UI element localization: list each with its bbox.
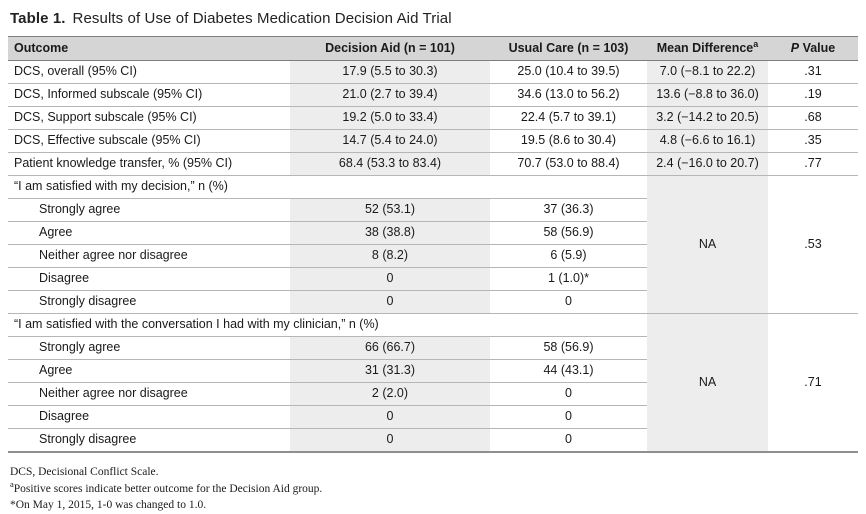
mean-difference-value: 2.4 (−16.0 to 20.7)	[647, 152, 768, 176]
response-label: Disagree	[8, 405, 290, 429]
usual-care-value: 0	[490, 405, 647, 429]
response-label: Neither agree nor disagree	[8, 244, 290, 268]
decision-aid-value: 0	[290, 290, 490, 314]
response-label: Strongly disagree	[8, 428, 290, 453]
table-title: Table 1. Results of Use of Diabetes Medic…	[10, 10, 858, 27]
header-mean-difference: Mean Differencea	[647, 36, 768, 61]
mean-difference-value: 13.6 (−8.8 to 36.0)	[647, 83, 768, 107]
header-row: Outcome Decision Aid (n = 101) Usual Car…	[8, 36, 858, 61]
outcome-label: Patient knowledge transfer, % (95% CI)	[8, 152, 290, 176]
mean-difference-merged-value: NA	[647, 313, 768, 453]
section-label: “I am satisfied with my decision,” n (%)	[8, 175, 647, 199]
response-label: Strongly disagree	[8, 290, 290, 314]
decision-aid-value: 0	[290, 405, 490, 429]
response-label: Agree	[8, 221, 290, 245]
p-value: .35	[768, 129, 858, 153]
response-label: Neither agree nor disagree	[8, 382, 290, 406]
decision-aid-value: 14.7 (5.4 to 24.0)	[290, 129, 490, 153]
table-row: Strongly disagree 0 0	[8, 290, 858, 314]
mean-difference-merged-value: NA	[647, 175, 768, 314]
response-label: Disagree	[8, 267, 290, 291]
usual-care-value: 0	[490, 290, 647, 314]
usual-care-value: 37 (36.3)	[490, 198, 647, 222]
decision-aid-value: 68.4 (53.3 to 83.4)	[290, 152, 490, 176]
decision-aid-value: 0	[290, 428, 490, 453]
section-header-row: “I am satisfied with my decision,” n (%)…	[8, 175, 858, 314]
decision-aid-value: 0	[290, 267, 490, 291]
decision-aid-value: 38 (38.8)	[290, 221, 490, 245]
p-value: .19	[768, 83, 858, 107]
header-outcome: Outcome	[8, 36, 290, 61]
p-value-merged: .53	[768, 175, 858, 314]
decision-aid-value: 31 (31.3)	[290, 359, 490, 383]
decision-aid-value: 52 (53.1)	[290, 198, 490, 222]
table-row: Strongly agree 52 (53.1) 37 (36.3)	[8, 198, 858, 222]
response-label: Strongly agree	[8, 336, 290, 360]
header-p-value: P Value	[768, 36, 858, 61]
table-row: Neither agree nor disagree 2 (2.0) 0	[8, 382, 858, 406]
table-row: Strongly disagree 0 0	[8, 428, 858, 453]
p-value: .77	[768, 152, 858, 176]
footnotes: DCS, Decisional Conflict Scale. aPositiv…	[10, 464, 858, 514]
table-row: DCS, Support subscale (95% CI) 19.2 (5.0…	[8, 106, 858, 130]
outcome-label: DCS, Support subscale (95% CI)	[8, 106, 290, 130]
decision-aid-value: 17.9 (5.5 to 30.3)	[290, 60, 490, 84]
usual-care-value: 34.6 (13.0 to 56.2)	[490, 83, 647, 107]
section-header-row: “I am satisfied with the conversation I …	[8, 313, 858, 453]
usual-care-value: 44 (43.1)	[490, 359, 647, 383]
mean-difference-value: 3.2 (−14.2 to 20.5)	[647, 106, 768, 130]
p-value: .31	[768, 60, 858, 84]
usual-care-value: 25.0 (10.4 to 39.5)	[490, 60, 647, 84]
table-row: DCS, Informed subscale (95% CI) 21.0 (2.…	[8, 83, 858, 107]
results-table: Outcome Decision Aid (n = 101) Usual Car…	[8, 36, 858, 453]
footnote: aPositive scores indicate better outcome…	[10, 478, 323, 495]
usual-care-value: 22.4 (5.7 to 39.1)	[490, 106, 647, 130]
decision-aid-value: 2 (2.0)	[290, 382, 490, 406]
usual-care-value: 19.5 (8.6 to 30.4)	[490, 129, 647, 153]
header-decision-aid: Decision Aid (n = 101)	[290, 36, 490, 61]
table-row: DCS, overall (95% CI) 17.9 (5.5 to 30.3)…	[8, 60, 858, 84]
outcome-label: DCS, overall (95% CI)	[8, 60, 290, 84]
mean-difference-footnote-marker: a	[753, 38, 759, 49]
table-title-text: Results of Use of Diabetes Medication De…	[72, 10, 452, 27]
table-row: Neither agree nor disagree 8 (8.2) 6 (5.…	[8, 244, 858, 268]
table-row: Patient knowledge transfer, % (95% CI) 6…	[8, 152, 858, 176]
table-body: DCS, overall (95% CI) 17.9 (5.5 to 30.3)…	[8, 60, 858, 453]
table-row: Agree 31 (31.3) 44 (43.1)	[8, 359, 858, 383]
table-row: Agree 38 (38.8) 58 (56.9)	[8, 221, 858, 245]
p-value-merged: .71	[768, 313, 858, 453]
mean-difference-value: 7.0 (−8.1 to 22.2)	[647, 60, 768, 84]
usual-care-value: 0	[490, 382, 647, 406]
usual-care-value: 58 (56.9)	[490, 221, 647, 245]
outcome-label: DCS, Informed subscale (95% CI)	[8, 83, 290, 107]
table-header: Outcome Decision Aid (n = 101) Usual Car…	[8, 36, 858, 61]
footnote: DCS, Decisional Conflict Scale.	[10, 466, 159, 478]
decision-aid-value: 21.0 (2.7 to 39.4)	[290, 83, 490, 107]
section-label: “I am satisfied with the conversation I …	[8, 313, 647, 337]
table-row: Strongly agree 66 (66.7) 58 (56.9)	[8, 336, 858, 360]
mean-difference-value: 4.8 (−6.6 to 16.1)	[647, 129, 768, 153]
usual-care-value: 6 (5.9)	[490, 244, 647, 268]
table-number: Table 1.	[10, 10, 66, 27]
usual-care-value: 58 (56.9)	[490, 336, 647, 360]
decision-aid-value: 66 (66.7)	[290, 336, 490, 360]
usual-care-value: 1 (1.0)*	[490, 267, 647, 291]
header-usual-care: Usual Care (n = 103)	[490, 36, 647, 61]
table-row: Disagree 0 0	[8, 405, 858, 429]
table-row: DCS, Effective subscale (95% CI) 14.7 (5…	[8, 129, 858, 153]
response-label: Strongly agree	[8, 198, 290, 222]
outcome-label: DCS, Effective subscale (95% CI)	[8, 129, 290, 153]
response-label: Agree	[8, 359, 290, 383]
table-row: Disagree 0 1 (1.0)*	[8, 267, 858, 291]
usual-care-value: 70.7 (53.0 to 88.4)	[490, 152, 647, 176]
decision-aid-value: 8 (8.2)	[290, 244, 490, 268]
usual-care-value: 0	[490, 428, 647, 453]
decision-aid-value: 19.2 (5.0 to 33.4)	[290, 106, 490, 130]
p-value: .68	[768, 106, 858, 130]
